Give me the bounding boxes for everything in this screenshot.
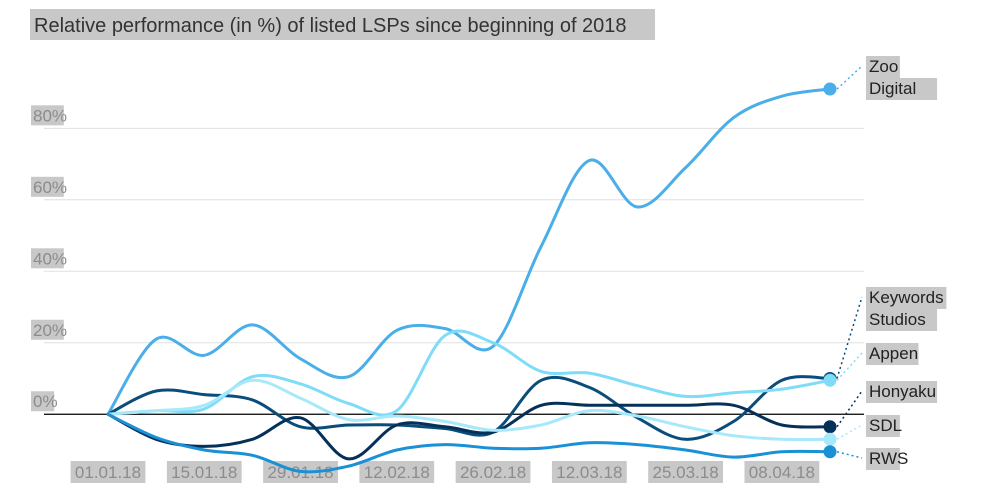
series-label-appen: Appen — [869, 344, 918, 363]
series-label-sdl: SDL — [869, 416, 902, 435]
x-tick-label-5: 12.03.18 — [556, 463, 622, 482]
series-label-background — [866, 78, 938, 100]
end-marker-appen — [823, 373, 837, 387]
series-label-background — [866, 56, 900, 78]
series-label-rws: RWS — [869, 449, 908, 468]
chart-title-background — [30, 9, 655, 40]
series-label-honyaku: Honyaku — [869, 382, 936, 401]
label-connector-zoo-digital — [836, 65, 863, 90]
end-marker-honyaku — [823, 420, 837, 434]
label-connector-appen — [836, 352, 863, 381]
series-label-background — [866, 287, 947, 309]
x-tick-label-background — [744, 461, 820, 483]
series-line-honyaku — [106, 401, 832, 461]
gridlines — [44, 127, 864, 415]
series-end-markers — [823, 82, 837, 459]
label-connector-rws — [836, 451, 863, 459]
y-tick-label-background — [31, 105, 64, 126]
x-tick-label-6: 25.03.18 — [653, 463, 719, 482]
series-label-keywords-studios: Keywords — [869, 288, 944, 307]
series-label-keywords-studios: Studios — [869, 310, 926, 329]
x-tick-label-4: 26.02.18 — [460, 463, 526, 482]
x-tick-label-background — [166, 461, 242, 483]
series-labels: Zoo Digital Keywords Studios Appen Honyaku SDL… — [836, 56, 947, 470]
x-tick-label-background — [455, 461, 531, 483]
series-line-zoo-digital — [106, 87, 832, 416]
y-tick-label-0: 0% — [33, 392, 58, 411]
end-marker-sdl — [823, 432, 837, 446]
series-line-rws — [106, 412, 832, 474]
y-tick-label-background — [31, 391, 55, 412]
series-label-zoo-digital: Digital — [869, 79, 916, 98]
y-tick-label-background — [31, 319, 64, 340]
x-tick-label-background — [648, 461, 723, 483]
y-tick-label-1: 20% — [33, 321, 67, 340]
y-axis-ticks: 0% 20% 40% 60% 80% — [31, 105, 67, 412]
x-tick-label-background — [551, 461, 627, 483]
y-tick-label-4: 80% — [33, 106, 67, 125]
x-tick-label-0: 01.01.18 — [75, 463, 141, 482]
x-tick-label-7: 08.04.18 — [749, 463, 815, 482]
series-label-background — [866, 309, 938, 331]
chart-title: Relative performance (in %) of listed LS… — [34, 15, 627, 37]
x-axis-ticks: 01.01.18 15.01.18 29.01.18 12.02.18 26.02.18… — [70, 461, 820, 483]
end-marker-zoo-digital — [823, 82, 837, 96]
y-tick-label-background — [31, 176, 64, 197]
series-label-background — [866, 381, 938, 403]
label-connector-keywords-studios — [836, 296, 863, 379]
x-tick-label-1: 15.01.18 — [171, 463, 237, 482]
series-label-background — [866, 448, 900, 470]
end-marker-rws — [823, 445, 837, 459]
y-tick-label-background — [31, 248, 64, 269]
series-label-background — [866, 415, 900, 437]
y-tick-label-3: 60% — [33, 178, 67, 197]
series-label-zoo-digital: Zoo — [869, 57, 898, 76]
x-tick-label-background — [70, 461, 146, 483]
series-lines — [106, 87, 832, 474]
series-line-sdl — [106, 378, 832, 442]
x-tick-label-background — [359, 461, 435, 483]
label-connector-honyaku — [836, 390, 863, 428]
series-label-background — [866, 343, 919, 365]
y-tick-label-2: 40% — [33, 249, 67, 268]
x-tick-label-3: 12.02.18 — [364, 463, 430, 482]
label-connector-sdl — [836, 424, 863, 440]
